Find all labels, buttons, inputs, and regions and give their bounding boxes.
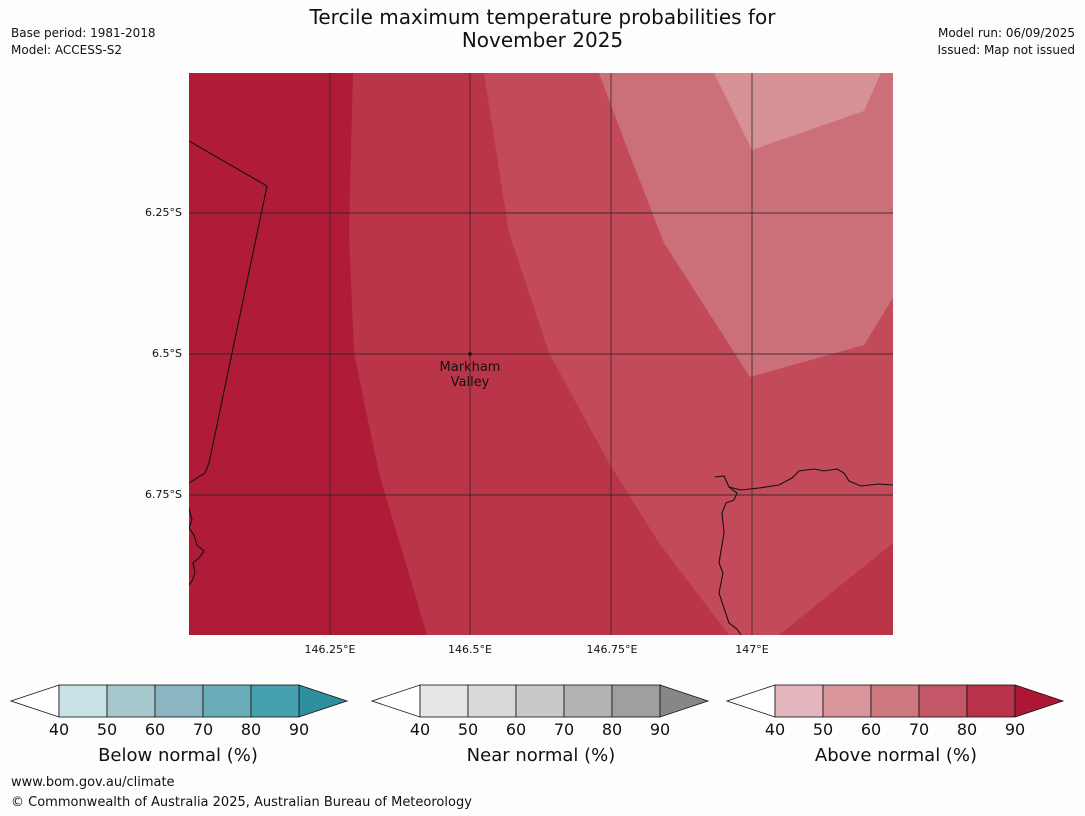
below-colorbar-segment-0	[10, 684, 60, 718]
above-colorbar-segment-20	[1014, 684, 1065, 718]
coastline-west	[189, 507, 205, 586]
zone-above-50	[714, 73, 881, 150]
below-tick-70: 70	[192, 720, 214, 739]
colorbar-near-normal	[371, 684, 710, 718]
below-tick-80: 80	[240, 720, 262, 739]
map-title: Tercile maximum temperature probabilitie…	[0, 6, 1085, 52]
graticule	[189, 73, 893, 635]
below-colorbar-segment-5	[298, 684, 349, 718]
near-tick-50: 50	[457, 720, 479, 739]
coastline-east	[714, 475, 742, 635]
below-normal-label: Below normal (%)	[98, 745, 258, 766]
lon-label-146-25: 146.25°E	[304, 643, 356, 656]
near-colorbar-segment-7	[371, 684, 421, 718]
colorbar-above-normal	[726, 684, 1065, 718]
near-colorbar-segment-9	[467, 684, 517, 718]
place-label: Markham Valley	[425, 360, 515, 390]
near-tick-90: 90	[649, 720, 671, 739]
meta-left: Base period: 1981-2018 Model: ACCESS-S2	[11, 25, 156, 59]
near-colorbar-segment-12	[611, 684, 661, 718]
coastline-north-east	[728, 468, 893, 491]
issued-status: Issued: Map not issued	[937, 43, 1075, 57]
zone-above-60	[599, 73, 893, 377]
near-normal-label: Near normal (%)	[466, 745, 616, 766]
lon-label-147: 147°E	[735, 643, 769, 656]
markham-valley-marker	[468, 352, 472, 356]
border-line	[189, 140, 268, 484]
place-name-line-1: Markham	[439, 360, 501, 375]
near-colorbar-segment-13	[659, 684, 710, 718]
near-colorbar-segment-11	[563, 684, 613, 718]
lat-label-6-75: 6.75°S	[145, 488, 182, 501]
lat-label-6-25: 6.25°S	[145, 206, 182, 219]
below-colorbar-segment-3	[154, 684, 204, 718]
below-tick-90: 90	[288, 720, 310, 739]
footer-copyright: © Commonwealth of Australia 2025, Austra…	[11, 795, 472, 810]
below-tick-50: 50	[96, 720, 118, 739]
above-tick-80: 80	[956, 720, 978, 739]
lon-label-146-75: 146.75°E	[586, 643, 638, 656]
above-colorbar-segment-14	[726, 684, 776, 718]
above-colorbar-segment-19	[966, 684, 1016, 718]
near-colorbar-segment-8	[419, 684, 469, 718]
below-colorbar-segment-1	[58, 684, 108, 718]
above-tick-90: 90	[1004, 720, 1026, 739]
place-name-line-2: Valley	[450, 375, 490, 390]
model-run: Model run: 06/09/2025	[937, 26, 1075, 40]
meta-right: Model run: 06/09/2025 Issued: Map not is…	[937, 25, 1075, 59]
title-line-2: November 2025	[461, 28, 624, 52]
above-tick-60: 60	[860, 720, 882, 739]
above-colorbar-segment-15	[774, 684, 824, 718]
above-colorbar-segment-18	[918, 684, 968, 718]
below-colorbar-segment-4	[202, 684, 252, 718]
near-tick-70: 70	[553, 720, 575, 739]
near-tick-40: 40	[409, 720, 431, 739]
above-colorbar-segment-17	[870, 684, 920, 718]
above-tick-70: 70	[908, 720, 930, 739]
probability-map[interactable]	[189, 73, 893, 635]
below-colorbar-segment-6	[250, 684, 300, 718]
above-tick-40: 40	[764, 720, 786, 739]
title-line-1: Tercile maximum temperature probabilitie…	[309, 5, 776, 29]
below-colorbar-segment-2	[106, 684, 156, 718]
above-normal-label: Above normal (%)	[814, 745, 978, 766]
near-tick-60: 60	[505, 720, 527, 739]
above-tick-50: 50	[812, 720, 834, 739]
lon-label-146-5: 146.5°E	[448, 643, 492, 656]
near-tick-80: 80	[601, 720, 623, 739]
colorbar-below-normal	[10, 684, 349, 718]
lat-label-6-5: 6.5°S	[152, 347, 182, 360]
model-name: Model: ACCESS-S2	[11, 43, 123, 57]
near-colorbar-segment-10	[515, 684, 565, 718]
base-period: Base period: 1981-2018	[11, 26, 156, 40]
above-colorbar-segment-16	[822, 684, 872, 718]
below-tick-40: 40	[48, 720, 70, 739]
footer-url[interactable]: www.bom.gov.au/climate	[11, 775, 175, 790]
below-tick-60: 60	[144, 720, 166, 739]
